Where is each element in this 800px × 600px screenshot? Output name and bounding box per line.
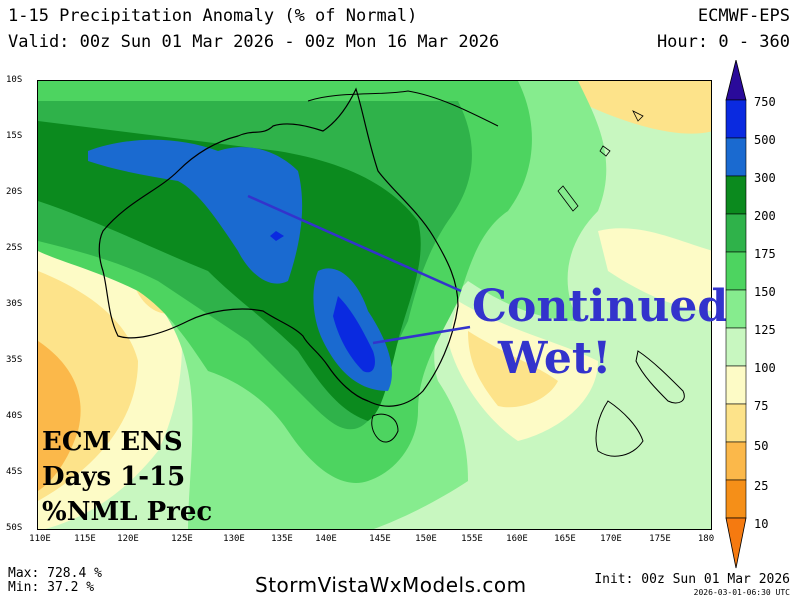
hour-range: Hour: 0 - 360 [656, 32, 790, 52]
lon-label: 145E [369, 534, 391, 544]
lat-label: 35S [6, 355, 23, 365]
lon-label: 115E [74, 534, 96, 544]
colorbar-label: 750 [754, 95, 776, 109]
lat-label: 25S [6, 243, 23, 253]
inset-label-line1: ECM ENS [42, 427, 183, 457]
lon-label: 170E [600, 534, 622, 544]
lat-label: 40S [6, 411, 23, 421]
lon-label: 110E [29, 534, 51, 544]
lat-label: 50S [6, 523, 23, 533]
colorbar-label: 10 [754, 517, 769, 531]
inset-label-line3: %NML Prec [42, 497, 213, 527]
generated-timestamp: 2026-03-01-06:30 UTC [693, 588, 790, 597]
lon-label: 135E [271, 534, 293, 544]
lon-label: 130E [223, 534, 245, 544]
colorbar-label: 150 [754, 285, 776, 299]
precip-anomaly-map [37, 80, 712, 530]
colorbar-label: 125 [754, 323, 776, 337]
colorbar-top-arrow [725, 60, 747, 101]
colorbar-label: 25 [754, 479, 769, 493]
model-name: ECMWF-EPS [697, 6, 790, 26]
lon-label: 155E [461, 534, 483, 544]
colorbar-label: 200 [754, 209, 776, 223]
annotation-line2: Wet! [498, 333, 612, 384]
map-svg [38, 81, 711, 529]
chart-title: 1-15 Precipitation Anomaly (% of Normal) [8, 6, 418, 26]
lat-label: 30S [6, 299, 23, 309]
inset-label-line2: Days 1-15 [42, 462, 186, 492]
colorbar [725, 60, 747, 569]
valid-period: Valid: 00z Sun 01 Mar 2026 - 00z Mon 16 … [8, 32, 500, 52]
colorbar-label: 50 [754, 439, 769, 453]
colorbar-label: 500 [754, 133, 776, 147]
max-value: Max: 728.4 % [8, 566, 102, 581]
annotation-line1: Continued [472, 281, 729, 332]
lon-label: 160E [506, 534, 528, 544]
site-credit: StormVistaWxModels.com [255, 573, 527, 597]
lat-label: 20S [6, 187, 23, 197]
lon-label: 125E [171, 534, 193, 544]
colorbar-label: 75 [754, 399, 769, 413]
colorbar-label: 300 [754, 171, 776, 185]
lon-label: 165E [554, 534, 576, 544]
lat-label: 45S [6, 467, 23, 477]
lon-label: 150E [415, 534, 437, 544]
min-value: Min: 37.2 % [8, 580, 95, 595]
lon-label: 120E [117, 534, 139, 544]
lat-label: 15S [6, 131, 23, 141]
lat-label: 10S [6, 75, 23, 85]
colorbar-label: 175 [754, 247, 776, 261]
lon-label: 180 [697, 534, 715, 544]
colorbar-bottom-arrow [725, 517, 747, 569]
lon-label: 140E [315, 534, 337, 544]
lon-label: 175E [649, 534, 671, 544]
init-time: Init: 00z Sun 01 Mar 2026 [594, 572, 790, 587]
colorbar-label: 100 [754, 361, 776, 375]
